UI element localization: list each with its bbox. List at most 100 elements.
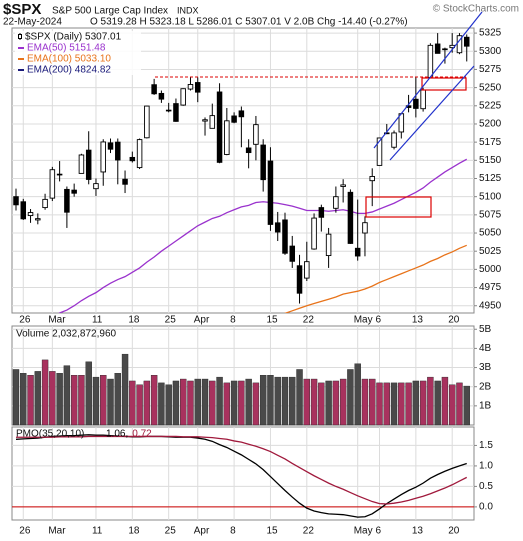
volume-bar [216,376,223,426]
candle-body [27,212,34,217]
y-tick-label: 4B [479,343,492,354]
exchange: INDX [177,5,199,15]
candle-body [64,188,70,213]
volume-bar [339,378,347,426]
y-tick-label: 5300 [479,46,502,57]
x-tick-label: 20 [448,315,460,326]
volume-bar [369,378,376,426]
series-line [15,434,467,518]
candle-body [296,265,303,294]
y-tick-label: 3B [479,362,492,373]
candle-body [151,84,157,95]
credit: © StockCharts.com [433,4,519,15]
volume-bar [441,376,449,426]
channel-upper [373,11,483,149]
series-line [58,158,468,313]
pmo-panel [11,426,475,521]
candle-body [354,247,361,257]
volume-bar [361,378,369,426]
candle-body [347,191,354,244]
y-tick-label: 5150 [479,155,502,166]
candle-body [122,178,128,185]
volume-bar [114,373,121,426]
y-tick-label: 5325 [479,28,502,39]
candle-body [340,184,346,187]
x-tick-label: 25 [165,315,177,326]
candle-body [180,88,186,106]
volume-bar [223,382,231,426]
candle-body [318,207,325,218]
candle-body [216,91,223,163]
candle-body [260,144,266,181]
candle-body [267,160,274,225]
candle-body [173,103,179,122]
volume-bar [70,375,78,426]
volume-bar [49,371,56,426]
volume-bar [56,373,63,426]
volume-bar [27,375,34,426]
y-tick-label: 5B [479,324,492,335]
candle-body [391,132,397,148]
volume-bar [303,378,310,426]
x-tick-label: 6 [376,526,382,537]
volume-bar [427,376,434,426]
x-tick-label: 8 [230,526,236,537]
candle-body [253,124,259,145]
volume-bar [267,375,274,426]
candle-body [333,196,339,209]
candle-body [202,119,208,122]
candle-body [238,110,245,118]
volume-bar [150,375,158,426]
y-tick-label: 0.0 [479,502,493,513]
volume-bar [245,378,252,426]
y-tick-label: 5000 [479,264,502,275]
y-tick-label: 5175 [479,137,502,148]
volume-bar [289,376,296,426]
legend-label: EMA(100) 5033.10 [27,54,111,65]
volume-bar [41,359,49,426]
volume-bar [85,361,92,426]
candle-body [325,233,332,257]
candle-body [463,36,470,47]
candle-body [56,173,63,176]
candle-body [129,156,136,162]
candle-body [376,137,383,166]
y-tick-label: 5100 [479,191,502,202]
y-tick-label: 5275 [479,64,502,75]
x-tick-label: 18 [128,315,140,326]
legend-background [15,31,141,75]
legend-value: 0.72 [132,429,152,440]
volume-bar [92,376,100,426]
candle-body [274,222,281,233]
candle-body [93,183,99,190]
volume-bar [456,382,463,426]
volume-bar [63,365,71,426]
grid [12,28,474,520]
candle-body [231,115,237,123]
candle-body [289,245,296,262]
volume-bar [158,382,165,426]
volume-bar [209,380,216,426]
candle-body [187,84,194,90]
volume-bar [376,382,383,426]
candle-body [384,132,390,135]
volume-bar [238,380,245,426]
y-tick-label: 5125 [479,173,502,184]
date-label: 22-May-2024 [3,17,62,28]
x-tick-label: 26 [19,526,31,537]
volume-bar [78,375,85,426]
x-tick-label: Apr [194,315,210,326]
x-tick-label: 13 [412,526,424,537]
legend-candle [18,34,22,39]
series-line [284,244,467,313]
x-tick-label: 13 [412,315,424,326]
volume-bar [419,380,427,426]
volume-bar [129,380,136,426]
candle-body [304,261,310,279]
y-tick-label: 2B [479,381,492,392]
volume-bar [180,378,187,426]
y-tick-label: 5225 [479,100,502,111]
x-tick-label: Apr [194,526,210,537]
y-tick-label: 0.5 [479,481,493,492]
x-tick-label: 22 [303,315,315,326]
